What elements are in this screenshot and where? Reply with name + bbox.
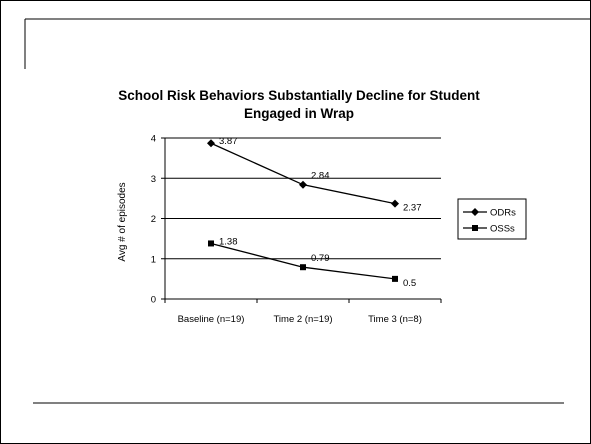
data-label-odrs-0: 3.87	[219, 136, 238, 147]
series: 3.87 2.84 2.37 1.38 0.79 0.5	[207, 136, 422, 289]
series-line-osss	[210, 242, 396, 280]
y-tick-label-4: 4	[151, 134, 156, 145]
legend-box	[457, 198, 527, 240]
data-point-osss-2	[392, 275, 398, 282]
legend-marker-osss	[472, 225, 478, 231]
data-point-osss-0	[208, 240, 214, 247]
legend-label-osss: OSSs	[490, 224, 515, 235]
x-tick-label-2: Time 3 (n=8)	[368, 314, 422, 325]
axes	[161, 137, 442, 303]
tick-labels: 0 1 2 3 4 Baseline (n=19) Time 2 (n=19) Time 3 …	[151, 134, 422, 326]
grid-lines	[165, 137, 441, 260]
chart-title-line-1: School Risk Behaviors Substantially Decl…	[118, 88, 480, 103]
data-label-osss-1: 0.79	[311, 253, 330, 264]
x-tick-label-1: Time 2 (n=19)	[273, 314, 332, 325]
data-point-osss-1	[300, 264, 306, 271]
data-label-osss-0: 1.38	[219, 236, 238, 247]
legend-label-odrs: ODRs	[490, 208, 516, 219]
data-point-odrs-1	[299, 180, 307, 189]
series-line-odrs	[210, 142, 396, 205]
data-point-odrs-2	[391, 199, 399, 208]
data-label-osss-2: 0.5	[403, 278, 416, 289]
data-point-odrs-0	[207, 139, 215, 148]
chart-title-line-2: Engaged in Wrap	[244, 106, 354, 121]
series-osss: 1.38 0.79 0.5	[208, 236, 416, 289]
legend-marker-odrs	[471, 208, 479, 216]
data-label-odrs-2: 2.37	[403, 203, 422, 214]
legend: ODRs OSSs	[457, 198, 527, 240]
y-axis-title: Avg # of episodes	[117, 182, 128, 261]
y-tick-label-0: 0	[151, 295, 156, 306]
y-tick-label-1: 1	[151, 254, 156, 265]
series-odrs: 3.87 2.84 2.37	[207, 136, 422, 214]
x-tick-label-0: Baseline (n=19)	[178, 314, 245, 325]
data-label-odrs-1: 2.84	[311, 171, 330, 182]
y-tick-label-2: 2	[151, 214, 156, 225]
y-tick-label-3: 3	[151, 174, 156, 185]
